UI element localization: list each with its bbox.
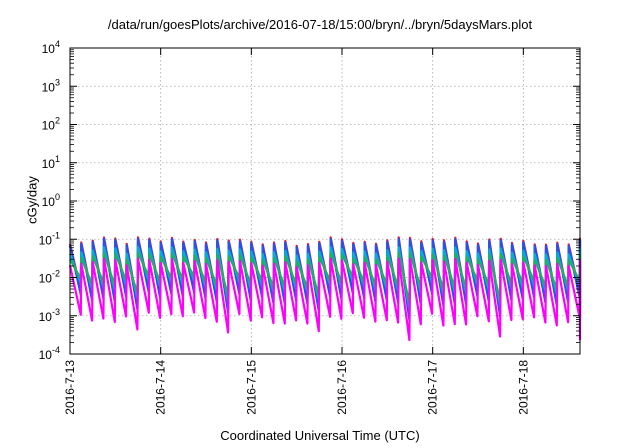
y-tick-label: 103 xyxy=(42,77,60,94)
chart-title: /data/run/goesPlots/archive/2016-07-18/1… xyxy=(107,17,533,32)
x-tick-label: 2016-7-18 xyxy=(516,360,530,415)
y-tick-label: 102 xyxy=(42,116,60,133)
series-group xyxy=(68,236,582,342)
x-axis-label: Coordinated Universal Time (UTC) xyxy=(220,428,420,443)
y-tick-label: 101 xyxy=(42,154,60,171)
y-tick-label: 100 xyxy=(42,192,60,209)
y-tick-label: 10-4 xyxy=(39,345,60,362)
y-axis-label: cGy/day xyxy=(24,176,40,224)
x-tick-label: 2016-7-16 xyxy=(335,360,349,415)
y-tick-label: 104 xyxy=(42,39,60,56)
grid-lines xyxy=(70,48,580,354)
x-tick-label: 2016-7-13 xyxy=(63,360,77,415)
x-tick-label: 2016-7-15 xyxy=(244,360,258,415)
y-tick-label: 10-1 xyxy=(39,230,60,247)
y-tick-label: 10-2 xyxy=(39,269,60,286)
series-line xyxy=(68,257,582,342)
x-tick-label: 2016-7-14 xyxy=(154,360,168,415)
x-tick-label: 2016-7-17 xyxy=(426,360,440,415)
x-axis: 2016-7-13 2016-7-14 2016-7-15 2016-7-16 2016… xyxy=(63,48,530,415)
y-tick-label: 10-3 xyxy=(39,307,60,324)
